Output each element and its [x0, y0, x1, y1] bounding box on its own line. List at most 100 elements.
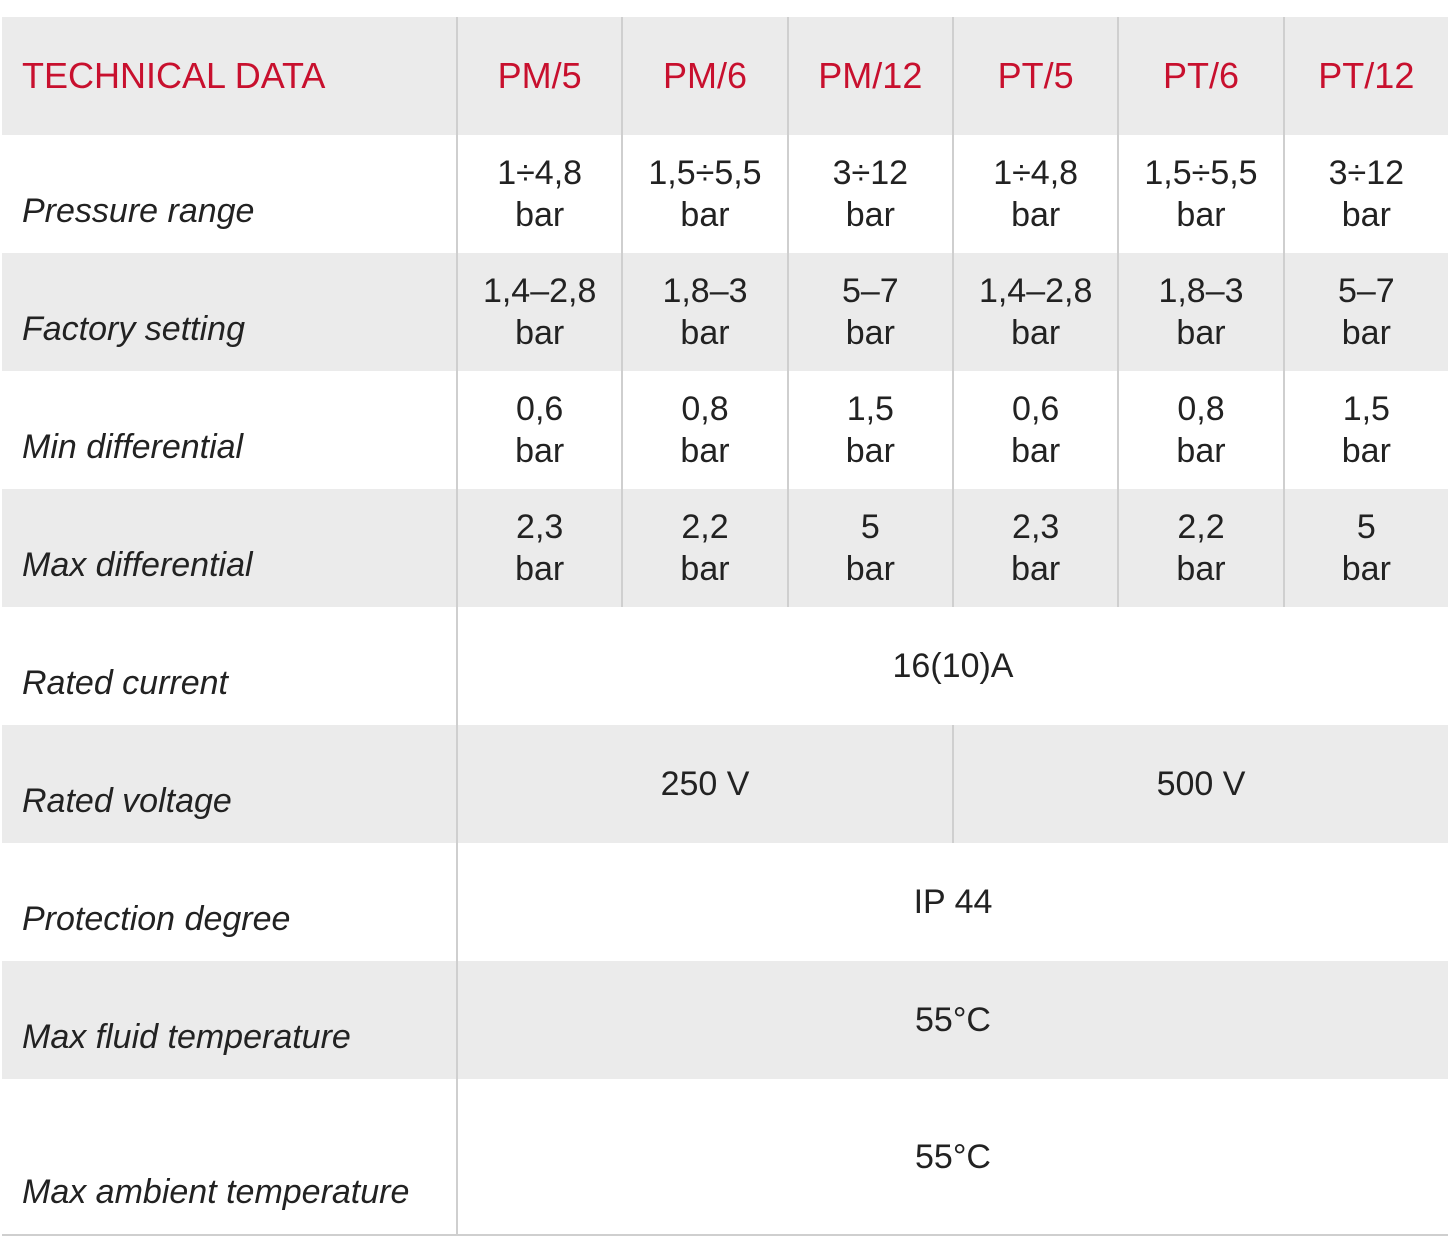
value-cell: 16(10)A — [456, 607, 1448, 725]
value-cell: 2,2 bar — [1117, 489, 1282, 607]
value-cell: 3÷12 bar — [1282, 135, 1448, 253]
value-line: 0,6 — [1012, 390, 1060, 428]
value-line: 1÷4,8 — [497, 154, 583, 192]
row-label: Min differential — [22, 428, 244, 466]
value-line: 3÷12 — [1328, 154, 1405, 192]
table-row: Factory setting 1,4–2,8 bar 1,8–3 bar 5–7 bar 1… — [2, 253, 1448, 371]
row-label: Max fluid temperature — [22, 1018, 351, 1056]
table-row: Min differential 0,6 bar 0,8 bar 1,5 bar 0,6 bar… — [2, 371, 1448, 489]
value-cell: 0,6 bar — [456, 371, 621, 489]
value-line: bar — [1341, 314, 1391, 352]
header-title: TECHNICAL DATA — [22, 55, 326, 96]
row-label: Max differential — [22, 546, 253, 584]
value-line: bar — [1011, 432, 1061, 470]
value-cell: 1,4–2,8 bar — [952, 253, 1117, 371]
value-line: 55°C — [915, 1001, 991, 1039]
value-line: bar — [680, 432, 730, 470]
value-line: 0,8 — [681, 390, 729, 428]
model-header: PM/5 — [456, 17, 621, 135]
row-label: Rated current — [22, 664, 228, 702]
value-line: bar — [515, 196, 565, 234]
value-line: bar — [845, 550, 895, 588]
value-line: bar — [1011, 314, 1061, 352]
row-label: Protection degree — [22, 900, 291, 938]
value-cell: 5–7 bar — [1282, 253, 1448, 371]
value-line: bar — [845, 196, 895, 234]
value-line: 5 — [860, 508, 880, 546]
value-cell: 5 bar — [786, 489, 952, 607]
table-row: Rated current 16(10)A — [2, 607, 1448, 725]
value-cell: 0,8 bar — [621, 371, 786, 489]
value-line: 2,2 — [1177, 508, 1225, 546]
value-line: bar — [515, 314, 565, 352]
value-line: 1,5 — [846, 390, 894, 428]
value-line: bar — [680, 550, 730, 588]
model-name: PM/12 — [818, 55, 923, 96]
value-line: 5–7 — [1337, 272, 1395, 310]
value-cell: 1,4–2,8 bar — [456, 253, 621, 371]
value-line: 1,4–2,8 — [978, 272, 1093, 310]
value-cell: 2,3 bar — [952, 489, 1117, 607]
value-line: bar — [1341, 196, 1391, 234]
value-line: 1,5÷5,5 — [1144, 154, 1258, 192]
value-cell: 1,8–3 bar — [1117, 253, 1282, 371]
value-cell: 0,6 bar — [952, 371, 1117, 489]
value-line: 1,5 — [1342, 390, 1390, 428]
value-line: 1,8–3 — [662, 272, 748, 310]
value-cell: 1,8–3 bar — [621, 253, 786, 371]
value-line: bar — [515, 550, 565, 588]
value-cell: 0,8 bar — [1117, 371, 1282, 489]
model-header: PT/12 — [1282, 17, 1448, 135]
table-row: Pressure range 1÷4,8 bar 1,5÷5,5 bar 3÷12 bar 1… — [2, 135, 1448, 253]
value-line: bar — [680, 196, 730, 234]
value-line: 1÷4,8 — [993, 154, 1079, 192]
table-row: Max fluid temperature 55°C — [2, 961, 1448, 1079]
value-line: IP 44 — [913, 883, 993, 921]
value-line: bar — [1341, 432, 1391, 470]
value-line: 1,4–2,8 — [482, 272, 597, 310]
value-line: 1,5÷5,5 — [648, 154, 762, 192]
value-line: bar — [680, 314, 730, 352]
value-line: bar — [845, 314, 895, 352]
value-line: 500 V — [1156, 765, 1246, 803]
value-line: 2,3 — [1012, 508, 1060, 546]
value-cell: 1,5÷5,5 bar — [621, 135, 786, 253]
value-cell: 1,5 bar — [1282, 371, 1448, 489]
model-header: PT/6 — [1117, 17, 1282, 135]
value-cell: IP 44 — [456, 843, 1448, 961]
value-line: 1,8–3 — [1158, 272, 1244, 310]
value-line: bar — [1176, 550, 1226, 588]
header-row: TECHNICAL DATA PM/5 PM/6 PM/12 PT/5 PT/6 PT/12 — [2, 17, 1448, 135]
value-cell: 3÷12 bar — [786, 135, 952, 253]
value-cell: 5 bar — [1282, 489, 1448, 607]
table-row: Max ambient temperature 55°C — [2, 1079, 1448, 1234]
value-line: 16(10)A — [892, 647, 1014, 685]
table-bottom-border — [2, 1234, 1448, 1236]
value-line: 3÷12 — [832, 154, 909, 192]
value-line: 0,6 — [516, 390, 564, 428]
value-cell: 1,5÷5,5 bar — [1117, 135, 1282, 253]
model-name: PM/5 — [497, 55, 582, 96]
value-line: bar — [845, 432, 895, 470]
value-line: bar — [1341, 550, 1391, 588]
table-row: Max differential 2,3 bar 2,2 bar 5 bar 2,3 bar 2,… — [2, 489, 1448, 607]
value-line: bar — [515, 432, 565, 470]
row-label: Pressure range — [22, 192, 255, 230]
value-cell: 1,5 bar — [786, 371, 952, 489]
value-cell: 1÷4,8 bar — [952, 135, 1117, 253]
model-name: PT/6 — [1162, 55, 1239, 96]
row-label: Rated voltage — [22, 782, 232, 820]
model-header: PM/12 — [786, 17, 952, 135]
value-cell: 2,3 bar — [456, 489, 621, 607]
value-cell: 1÷4,8 bar — [456, 135, 621, 253]
model-header: PT/5 — [952, 17, 1117, 135]
model-name: PT/5 — [997, 55, 1074, 96]
value-line: bar — [1011, 196, 1061, 234]
value-cell: 55°C — [456, 961, 1448, 1079]
value-line: 5 — [1356, 508, 1376, 546]
value-cell: 55°C — [456, 1079, 1448, 1234]
value-line: bar — [1176, 432, 1226, 470]
value-line: 0,8 — [1177, 390, 1225, 428]
